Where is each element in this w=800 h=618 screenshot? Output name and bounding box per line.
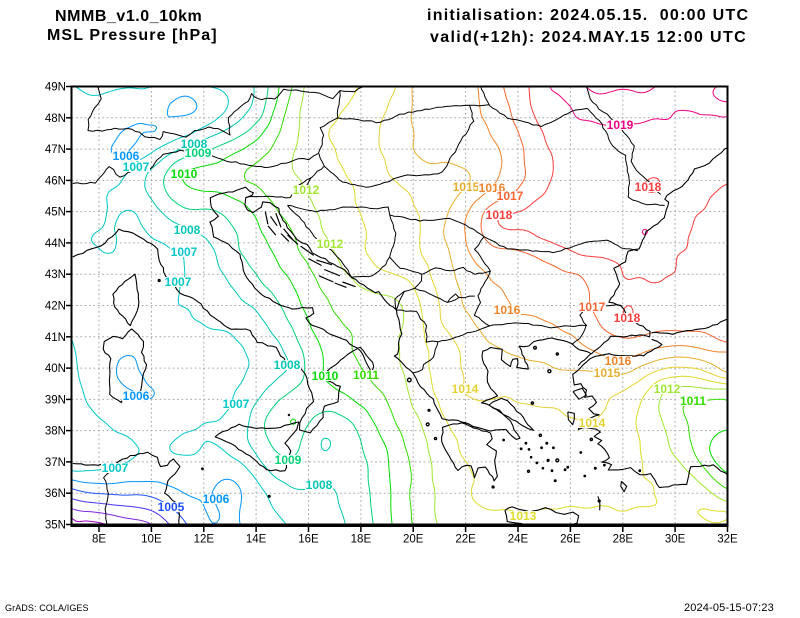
svg-text:36N: 36N bbox=[45, 488, 66, 500]
svg-text:1008: 1008 bbox=[181, 137, 208, 151]
svg-text:28E: 28E bbox=[613, 534, 634, 546]
svg-text:48N: 48N bbox=[45, 113, 66, 125]
svg-text:41N: 41N bbox=[45, 332, 66, 344]
svg-text:20E: 20E bbox=[403, 534, 424, 546]
svg-text:18E: 18E bbox=[351, 534, 372, 546]
svg-text:1015: 1015 bbox=[453, 180, 480, 194]
svg-text:1007: 1007 bbox=[171, 245, 198, 259]
svg-text:1007: 1007 bbox=[123, 160, 150, 174]
svg-text:1007: 1007 bbox=[102, 461, 129, 475]
svg-text:12E: 12E bbox=[194, 534, 215, 546]
svg-text:24E: 24E bbox=[508, 534, 529, 546]
svg-text:47N: 47N bbox=[45, 144, 66, 156]
svg-text:14E: 14E bbox=[246, 534, 267, 546]
svg-text:26E: 26E bbox=[560, 534, 581, 546]
svg-text:1013: 1013 bbox=[510, 509, 537, 523]
svg-text:1016: 1016 bbox=[494, 303, 521, 317]
svg-text:1018: 1018 bbox=[486, 208, 513, 222]
svg-text:1018: 1018 bbox=[635, 180, 662, 194]
svg-text:1016: 1016 bbox=[605, 354, 632, 368]
svg-text:1012: 1012 bbox=[317, 237, 344, 251]
svg-text:16E: 16E bbox=[298, 534, 319, 546]
svg-text:1014: 1014 bbox=[452, 382, 479, 396]
svg-text:1009: 1009 bbox=[185, 146, 212, 160]
svg-text:1010: 1010 bbox=[312, 369, 339, 383]
svg-text:8E: 8E bbox=[92, 534, 106, 546]
svg-text:10E: 10E bbox=[141, 534, 162, 546]
svg-text:39N: 39N bbox=[45, 394, 66, 406]
svg-text:1009: 1009 bbox=[275, 453, 302, 467]
svg-text:1017: 1017 bbox=[579, 300, 606, 314]
svg-text:1008: 1008 bbox=[174, 223, 201, 237]
svg-text:30E: 30E bbox=[665, 534, 686, 546]
svg-text:46N: 46N bbox=[45, 175, 66, 187]
svg-text:1012: 1012 bbox=[654, 382, 681, 396]
svg-text:1008: 1008 bbox=[306, 478, 333, 492]
svg-text:40N: 40N bbox=[45, 363, 66, 375]
svg-text:1017: 1017 bbox=[497, 189, 524, 203]
svg-text:38N: 38N bbox=[45, 426, 66, 438]
svg-text:49N: 49N bbox=[45, 82, 66, 94]
svg-text:1005: 1005 bbox=[158, 500, 185, 514]
svg-text:1011: 1011 bbox=[680, 394, 706, 408]
svg-text:1008: 1008 bbox=[274, 358, 301, 372]
svg-text:1015: 1015 bbox=[594, 366, 621, 380]
svg-text:1006: 1006 bbox=[123, 389, 150, 403]
svg-text:1019: 1019 bbox=[607, 118, 634, 132]
svg-text:1014: 1014 bbox=[579, 416, 606, 430]
svg-text:42N: 42N bbox=[45, 301, 66, 313]
svg-text:22E: 22E bbox=[455, 534, 476, 546]
svg-text:45N: 45N bbox=[45, 207, 66, 219]
svg-text:1018: 1018 bbox=[614, 311, 641, 325]
svg-text:1012: 1012 bbox=[293, 183, 320, 197]
svg-text:1011: 1011 bbox=[353, 368, 379, 382]
svg-text:43N: 43N bbox=[45, 269, 66, 281]
svg-text:1006: 1006 bbox=[113, 149, 140, 163]
svg-text:1006: 1006 bbox=[203, 492, 230, 506]
svg-text:35N: 35N bbox=[45, 520, 66, 532]
svg-text:1007: 1007 bbox=[165, 275, 192, 289]
svg-text:37N: 37N bbox=[45, 457, 66, 469]
svg-text:1010: 1010 bbox=[171, 167, 198, 181]
svg-text:44N: 44N bbox=[45, 238, 66, 250]
svg-text:1007: 1007 bbox=[223, 397, 250, 411]
svg-text:32E: 32E bbox=[717, 534, 738, 546]
